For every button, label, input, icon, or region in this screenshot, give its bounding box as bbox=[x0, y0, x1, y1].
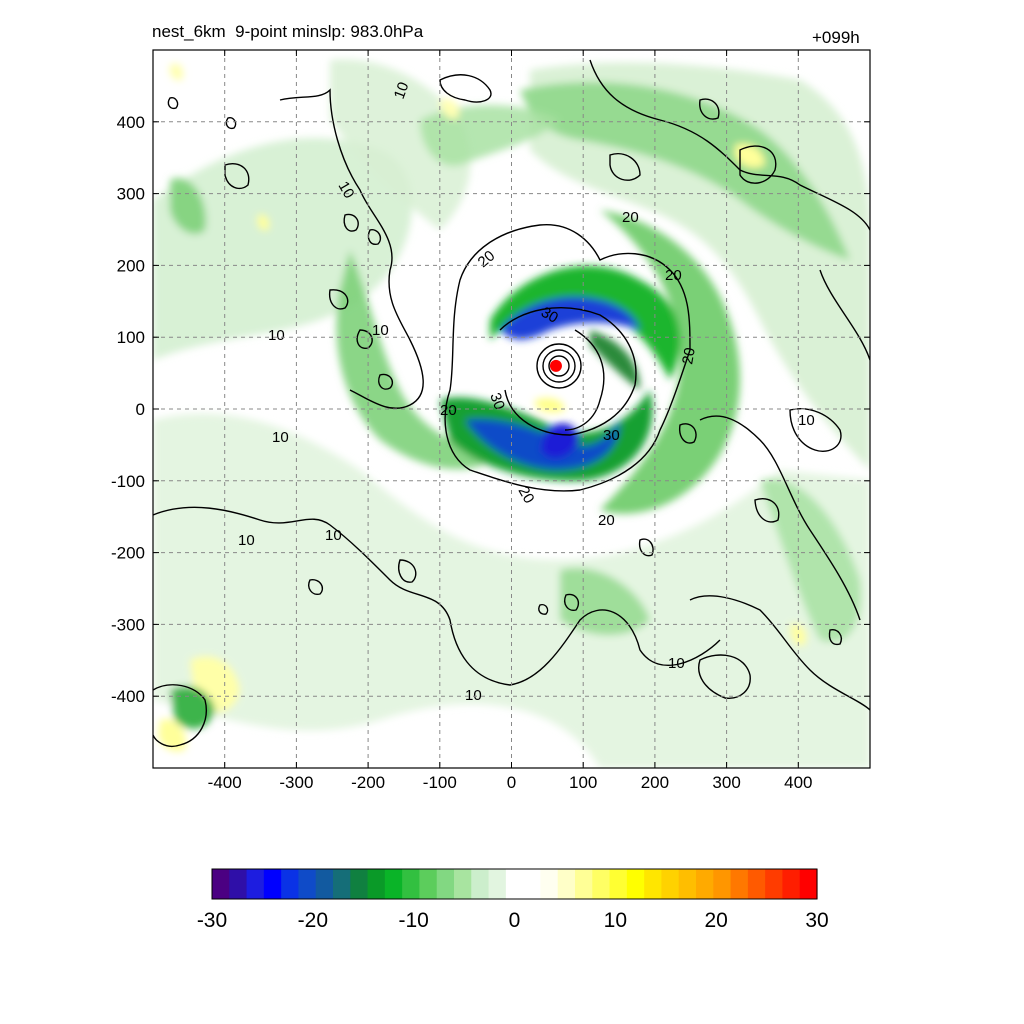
x-tick-label: -400 bbox=[208, 773, 242, 792]
contour-label: 20 bbox=[440, 402, 457, 419]
colorbar-swatch bbox=[592, 869, 611, 899]
colorbar-swatch bbox=[350, 869, 369, 899]
x-tick-label: 200 bbox=[641, 773, 669, 792]
colorbar-swatch bbox=[747, 869, 766, 899]
x-tick-label: 100 bbox=[569, 773, 597, 792]
y-tick-label: 300 bbox=[117, 185, 145, 204]
storm-center-marker bbox=[549, 359, 562, 372]
colorbar-label: -10 bbox=[398, 909, 428, 932]
contour-label: 10 bbox=[335, 179, 358, 202]
x-tick-label: 400 bbox=[784, 773, 812, 792]
colorbar-swatch bbox=[333, 869, 351, 899]
colorbar-swatch bbox=[644, 869, 663, 899]
contour-label: 20 bbox=[665, 267, 682, 284]
colorbar-swatch bbox=[609, 869, 628, 899]
x-tick-label: -200 bbox=[351, 773, 385, 792]
colorbar-swatch bbox=[765, 869, 784, 899]
colorbar-swatch bbox=[488, 869, 507, 899]
contour-label: 30 bbox=[538, 304, 561, 327]
colorbar-swatch bbox=[212, 869, 230, 899]
map-frame bbox=[152, 49, 871, 769]
x-tick-label: 300 bbox=[712, 773, 740, 792]
contour-label: 30 bbox=[486, 391, 508, 412]
contour-label: 20 bbox=[622, 209, 639, 226]
colorbar-label: -20 bbox=[298, 909, 328, 932]
y-tick-label: 400 bbox=[117, 113, 145, 132]
colorbar-swatch bbox=[471, 869, 490, 899]
colorbar-label: -30 bbox=[197, 909, 227, 932]
x-tick-label: -300 bbox=[279, 773, 313, 792]
colorbar-swatch bbox=[782, 869, 801, 899]
contour-label: 10 bbox=[272, 429, 289, 446]
colorbar-swatch bbox=[678, 869, 697, 899]
colorbar-swatch bbox=[367, 869, 386, 899]
contour-label: 10 bbox=[798, 412, 815, 429]
colorbar-swatch bbox=[298, 869, 317, 899]
colorbar-swatch bbox=[419, 869, 438, 899]
colorbar-label: 0 bbox=[509, 909, 521, 932]
x-tick-label: 0 bbox=[507, 773, 516, 792]
colorbar-swatch bbox=[799, 869, 818, 899]
colorbar-swatch bbox=[505, 869, 524, 899]
y-tick-label: -200 bbox=[111, 544, 145, 563]
x-tick-label: -100 bbox=[423, 773, 457, 792]
colorbar-swatch bbox=[384, 869, 403, 899]
contour-labels: 10 10 10 10 10 10 10 10 10 10 20 20 20 2… bbox=[238, 80, 815, 704]
y-tick-label: 200 bbox=[117, 256, 145, 275]
colorbar-swatch bbox=[696, 869, 714, 899]
y-tick-label: -100 bbox=[111, 472, 145, 491]
colorbar-swatch bbox=[575, 869, 593, 899]
colorbar-label: 20 bbox=[704, 909, 727, 932]
contour-label: 20 bbox=[679, 346, 699, 365]
y-tick-label: -300 bbox=[111, 615, 145, 634]
forecast-hour-label: +099h bbox=[812, 28, 860, 47]
contour-label: 20 bbox=[515, 484, 538, 507]
y-tick-label: 100 bbox=[117, 328, 145, 347]
colorbar-swatch bbox=[730, 869, 749, 899]
contour-label: 10 bbox=[238, 532, 255, 549]
contour-label: 10 bbox=[325, 527, 342, 544]
contour-label: 20 bbox=[598, 512, 615, 529]
colorbar: -30 -20 -10 0 10 20 30 bbox=[197, 869, 829, 932]
contour-label: 10 bbox=[465, 687, 482, 704]
y-tick-label: -400 bbox=[111, 687, 145, 706]
colorbar-swatch bbox=[713, 869, 732, 899]
colorbar-swatch bbox=[523, 869, 542, 899]
colorbar-swatch bbox=[229, 869, 248, 899]
colorbar-swatch bbox=[557, 869, 576, 899]
y-tick-label: 0 bbox=[136, 400, 145, 419]
plot-title: nest_6km 9-point minslp: 983.0hPa bbox=[152, 22, 424, 41]
colorbar-swatch bbox=[263, 869, 282, 899]
colorbar-swatch bbox=[315, 869, 334, 899]
colorbar-label: 30 bbox=[805, 909, 828, 932]
colorbar-swatch bbox=[281, 869, 300, 899]
contour-label: 10 bbox=[668, 655, 685, 672]
colorbar-swatch bbox=[402, 869, 421, 899]
colorbar-swatch bbox=[246, 869, 265, 899]
colorbar-swatch bbox=[436, 869, 455, 899]
contour-label: 10 bbox=[268, 327, 285, 344]
contour-label: 10 bbox=[391, 80, 413, 101]
colorbar-frame bbox=[211, 868, 818, 900]
colorbar-swatch bbox=[661, 869, 680, 899]
colorbar-swatch bbox=[540, 869, 559, 899]
contour-label: 30 bbox=[603, 427, 620, 444]
colorbar-label: 10 bbox=[604, 909, 627, 932]
contour-label: 10 bbox=[372, 322, 389, 339]
axis-ticks: -400 -300 -200 -100 0 100 200 300 40040030020010… bbox=[111, 50, 870, 792]
colorbar-swatch bbox=[454, 869, 472, 899]
colorbar-swatch bbox=[626, 869, 645, 899]
